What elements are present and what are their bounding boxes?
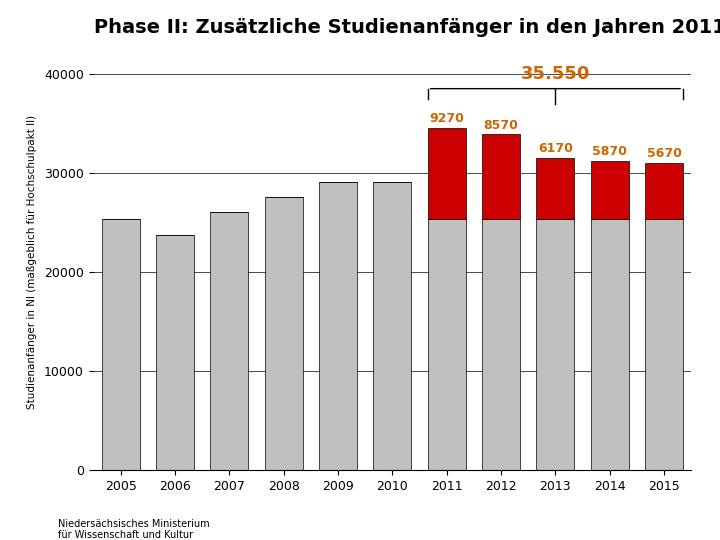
Bar xyxy=(536,158,575,219)
Bar xyxy=(374,181,411,470)
Text: Phase II: Zusätzliche Studienanfänger in den Jahren 2011 bis 2015: Phase II: Zusätzliche Studienanfänger in… xyxy=(94,18,720,37)
Text: 35.550: 35.550 xyxy=(521,65,590,83)
Bar xyxy=(482,219,520,470)
Text: Niedersächsisches Ministerium: Niedersächsisches Ministerium xyxy=(58,519,210,529)
Bar xyxy=(156,235,194,470)
Bar xyxy=(536,219,575,470)
Text: 8570: 8570 xyxy=(484,118,518,132)
Text: für Wissenschaft und Kultur: für Wissenschaft und Kultur xyxy=(58,530,193,540)
Bar xyxy=(265,197,302,470)
Y-axis label: Studienanfänger in NI (maßgeblich für Hochschulpakt II): Studienanfänger in NI (maßgeblich für Ho… xyxy=(27,115,37,409)
Bar xyxy=(210,212,248,470)
Bar xyxy=(645,219,683,470)
Bar xyxy=(482,134,520,219)
Text: Doppelter Abiturjahrgang 2011: Doppelter Abiturjahrgang 2011 xyxy=(7,11,253,24)
Text: 6170: 6170 xyxy=(538,142,573,156)
Bar xyxy=(428,127,466,219)
Text: 9270: 9270 xyxy=(429,112,464,125)
Text: 5870: 5870 xyxy=(593,145,627,158)
Bar xyxy=(590,219,629,470)
Bar xyxy=(319,181,357,470)
Bar xyxy=(428,219,466,470)
Text: 5670: 5670 xyxy=(647,147,681,160)
Bar xyxy=(645,163,683,219)
Bar xyxy=(102,219,140,470)
Bar xyxy=(590,161,629,219)
